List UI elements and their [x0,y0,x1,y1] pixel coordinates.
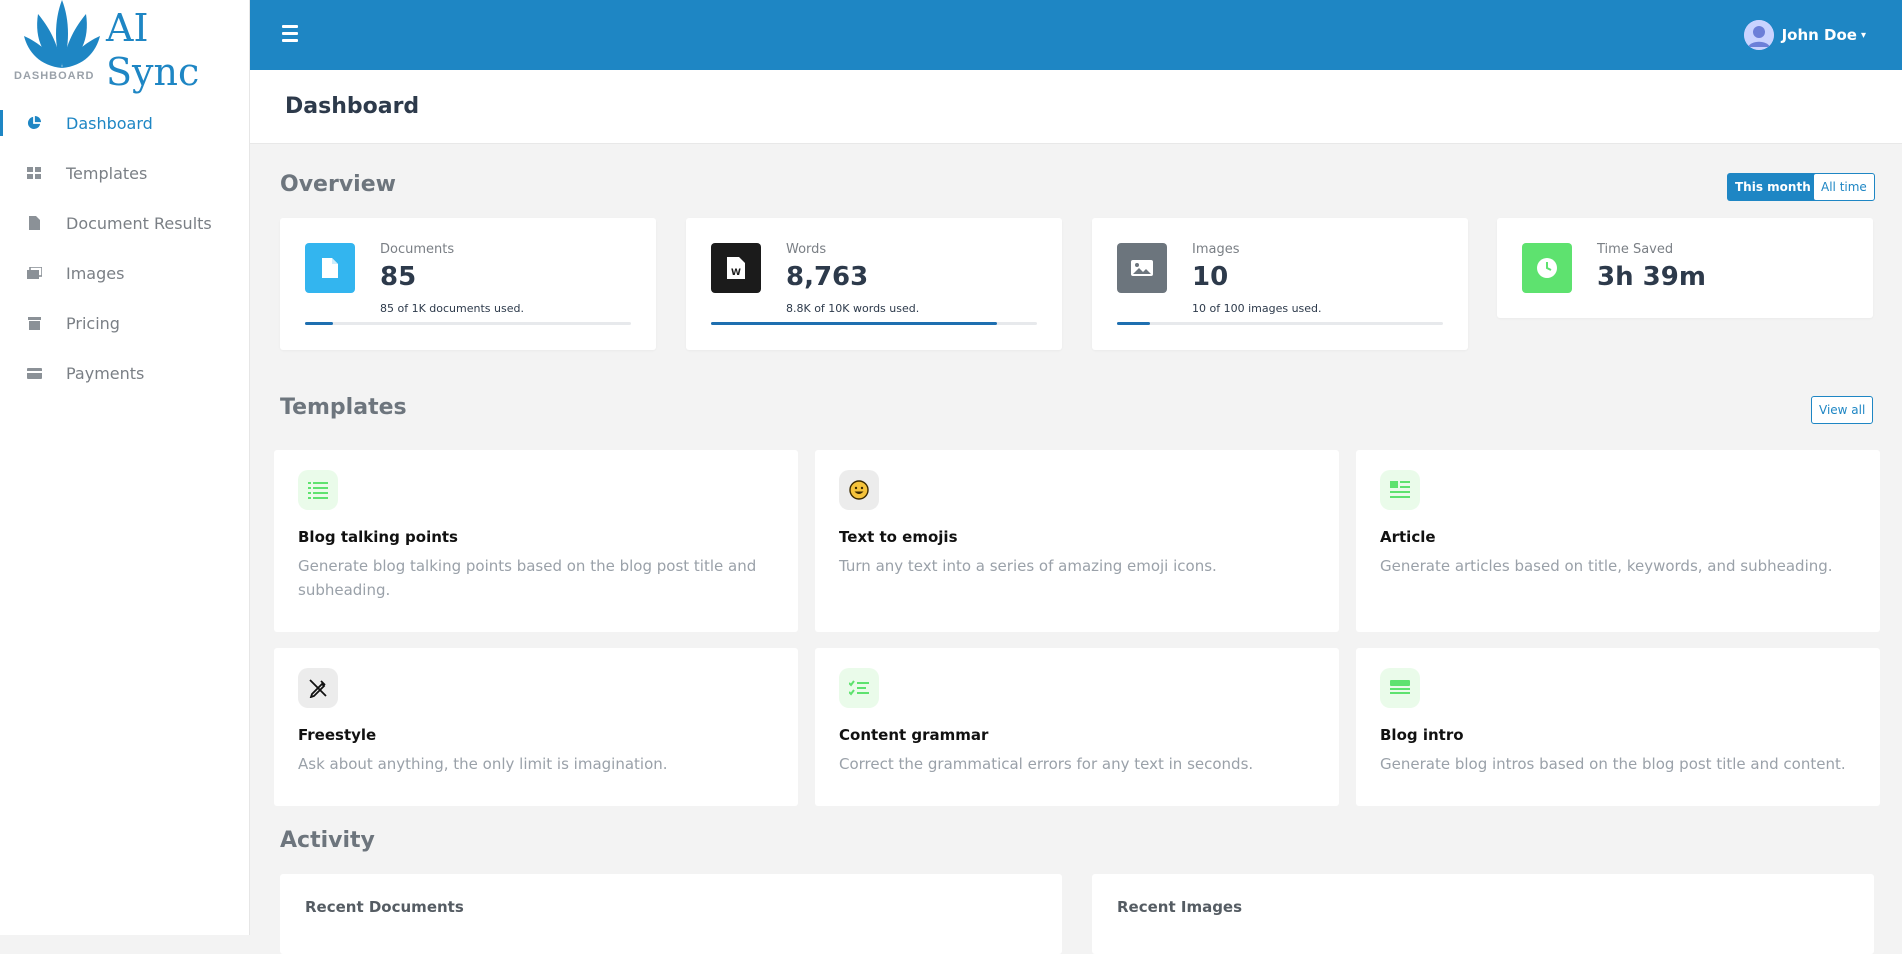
template-card-text-to-emojis[interactable]: Text to emojis Turn any text into a seri… [815,450,1339,632]
progress-bar [711,322,1037,325]
stat-usage-text: 8.8K of 10K words used. [786,302,920,315]
recent-documents-card: Recent Documents [280,874,1062,954]
document-icon [26,215,42,231]
article-icon [1380,470,1420,510]
stat-card-time-saved: Time Saved 3h 39m [1497,218,1873,318]
user-menu[interactable]: John Doe ▾ [1743,20,1866,50]
stat-card-images: Images 10 10 of 100 images used. [1092,218,1468,350]
stat-label: Documents [380,242,455,257]
document-icon [305,243,355,293]
template-title: Blog intro [1380,726,1464,744]
hamburger-menu-icon[interactable] [282,25,298,43]
brand[interactable]: AI Sync DASHBOARD [14,0,244,94]
recent-images-title: Recent Images [1117,898,1243,916]
list-icon [298,470,338,510]
svg-text:W: W [731,268,741,278]
template-card-content-grammar[interactable]: Content grammar Correct the grammatical … [815,648,1339,806]
overview-heading: Overview [280,172,396,197]
chevron-down-icon: ▾ [1860,29,1866,41]
recent-images-card: Recent Images [1092,874,1874,954]
stat-card-words: W Words 8,763 8.8K of 10K words used. [686,218,1062,350]
stat-value: 3h 39m [1597,262,1706,292]
avatar [1743,20,1774,50]
progress-bar [305,322,631,325]
template-description: Correct the grammatical errors for any t… [839,755,1254,773]
sidebar-item-payments[interactable]: Payments [0,348,250,398]
sidebar-item-label: Dashboard [66,113,153,133]
progress-fill [305,322,333,325]
this-month-button[interactable]: This month [1727,173,1819,201]
sidebar-item-dashboard[interactable]: Dashboard [0,98,250,148]
image-icon [1117,243,1167,293]
template-title: Text to emojis [839,528,958,546]
stat-card-documents: Documents 85 85 of 1K documents used. [280,218,656,350]
topbar: John Doe ▾ [250,0,1902,70]
clock-icon [1522,243,1572,293]
recent-documents-title: Recent Documents [305,898,464,916]
template-description: Ask about anything, the only limit is im… [298,755,668,773]
stat-label: Time Saved [1597,242,1674,257]
stat-usage-text: 85 of 1K documents used. [380,302,524,315]
checklist-icon [839,668,879,708]
pen-slash-icon [298,668,338,708]
stat-value: 8,763 [786,262,869,292]
stat-label: Images [1192,242,1240,257]
sidebar-item-templates[interactable]: Templates [0,148,250,198]
progress-fill [1117,322,1150,325]
sidebar-nav: Dashboard Templates Document Results Ima… [0,98,250,398]
template-title: Freestyle [298,726,377,744]
page-header: Dashboard [250,70,1902,144]
images-icon [26,265,42,281]
progress-fill [711,322,997,325]
sidebar-item-document-results[interactable]: Document Results [0,198,250,248]
archive-icon [26,315,42,331]
progress-bar [1117,322,1443,325]
pie-chart-icon [26,115,42,131]
sidebar-item-label: Pricing [66,313,120,333]
template-description: Generate blog intros based on the blog p… [1380,755,1846,773]
brand-name: AI Sync [106,6,200,94]
template-card-article[interactable]: Article Generate articles based on title… [1356,450,1880,632]
credit-card-icon [26,365,42,381]
brand-subtitle: DASHBOARD [14,70,95,82]
page-title: Dashboard [285,94,420,119]
user-name: John Doe [1781,26,1857,44]
template-title: Blog talking points [298,528,458,546]
view-all-button[interactable]: View all [1811,396,1874,424]
template-card-freestyle[interactable]: Freestyle Ask about anything, the only l… [274,648,798,806]
stat-label: Words [786,242,827,257]
stat-usage-text: 10 of 100 images used. [1192,302,1322,315]
template-description: Generate articles based on title, keywor… [1380,557,1833,575]
stat-value: 10 [1192,262,1229,292]
activity-heading: Activity [280,828,375,853]
word-file-icon: W [711,243,761,293]
sidebar: AI Sync DASHBOARD Dashboard Templates Do… [0,0,250,935]
sidebar-item-label: Images [66,263,125,283]
sidebar-item-label: Payments [66,363,145,383]
rows-icon [1380,668,1420,708]
sidebar-item-label: Templates [66,163,148,183]
smiley-icon [839,470,879,510]
template-title: Content grammar [839,726,989,744]
grid-icon [26,165,42,181]
stat-value: 85 [380,262,417,292]
template-title: Article [1380,528,1436,546]
template-description: Generate blog talking points based on th… [298,557,757,599]
sidebar-item-label: Document Results [66,213,212,233]
templates-heading: Templates [280,395,407,420]
template-card-blog-intro[interactable]: Blog intro Generate blog intros based on… [1356,648,1880,806]
sidebar-item-images[interactable]: Images [0,248,250,298]
template-card-blog-talking-points[interactable]: Blog talking points Generate blog talkin… [274,450,798,632]
all-time-button[interactable]: All time [1813,173,1875,201]
template-description: Turn any text into a series of amazing e… [839,557,1217,575]
lotus-logo-icon [24,0,100,68]
sidebar-item-pricing[interactable]: Pricing [0,298,250,348]
